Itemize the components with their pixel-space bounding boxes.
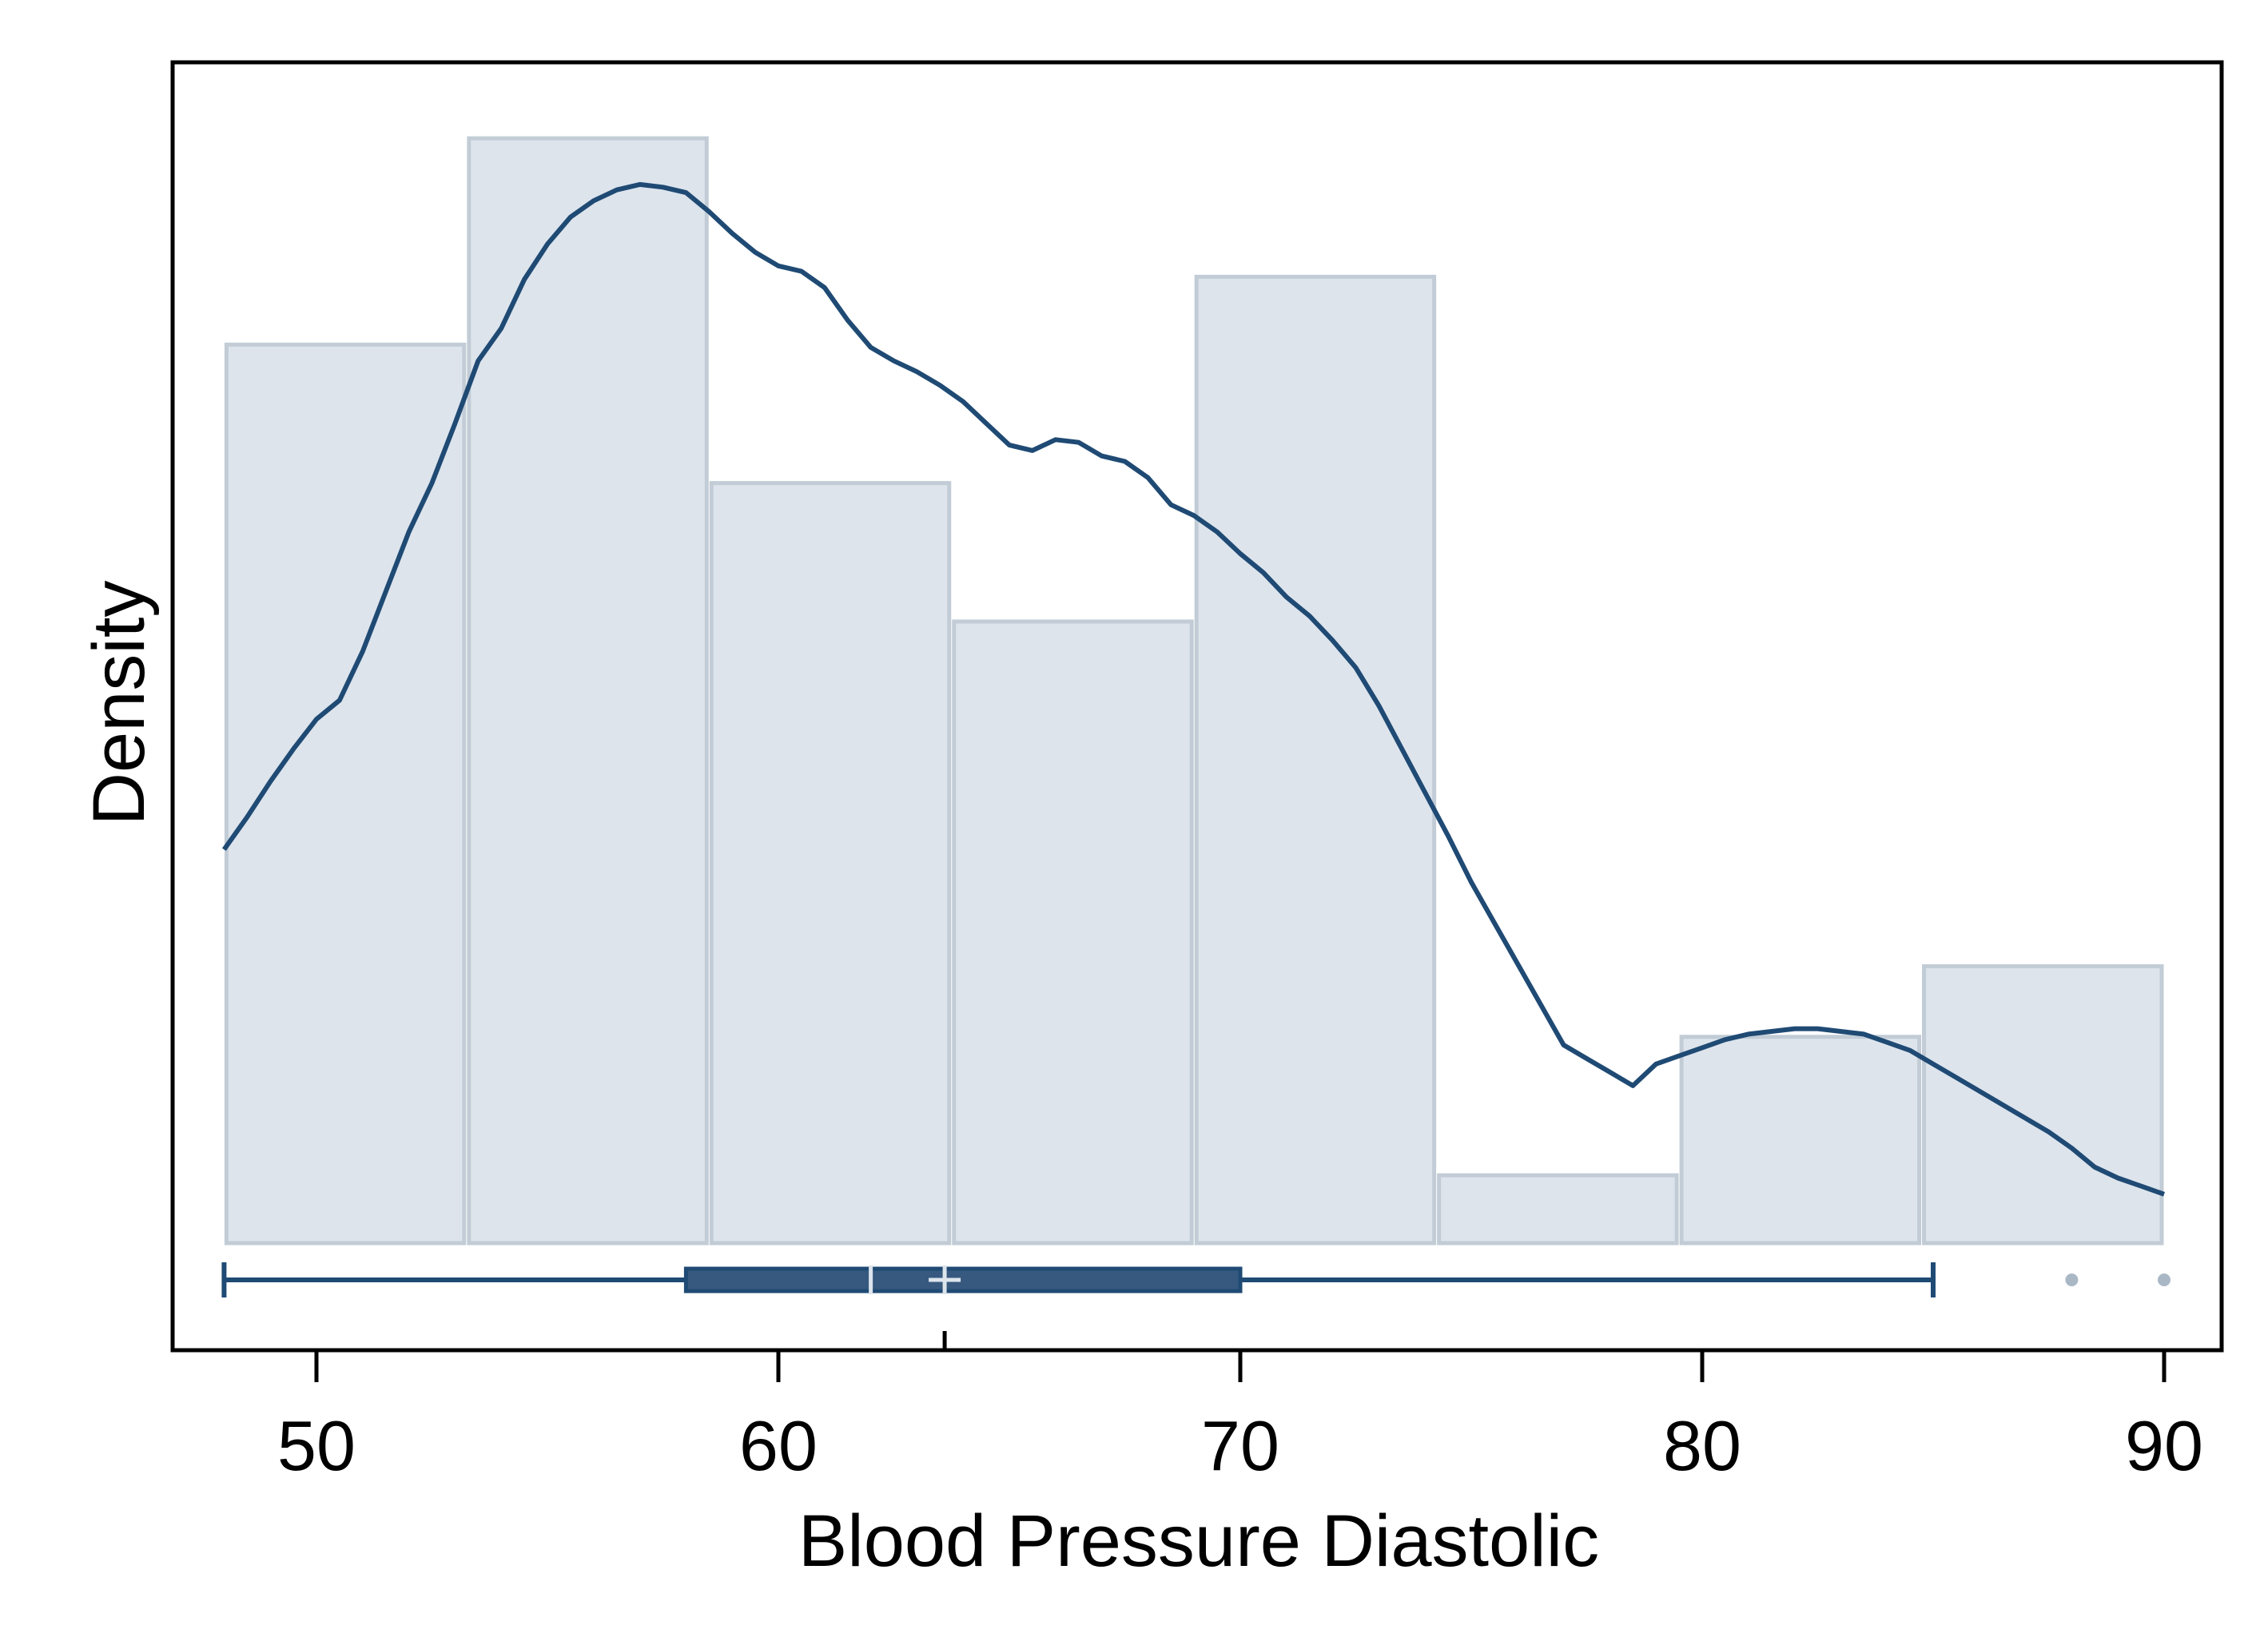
histogram-bar [1679,1035,1922,1246]
x-axis: 50 60 70 80 90 [277,1350,2203,1485]
histogram-bar [1194,274,1437,1246]
plot-frame [170,60,2224,1353]
histogram-bar [1437,1173,1679,1246]
boxplot-layer [221,1262,2171,1350]
histogram-bar [952,619,1194,1246]
boxplot-box [683,1266,1243,1293]
x-axis-title: Blood Pressure Diastolic [798,1500,1599,1582]
histogram-bar [467,136,709,1246]
boxplot-outlier [2065,1274,2079,1286]
histogram-bar [1922,964,2164,1246]
x-tick-label: 80 [1663,1406,1741,1485]
x-tick-label: 90 [2125,1406,2203,1485]
y-axis-title: Density [78,581,160,826]
kernel-density-line [221,181,2165,1197]
boxplot-outlier [2158,1274,2171,1286]
histogram-bar [709,481,952,1246]
x-tick-label: 70 [1201,1406,1279,1485]
x-tick-label: 50 [277,1406,356,1485]
density-curve-layer [221,181,2165,1197]
x-tick-label: 60 [739,1406,818,1485]
